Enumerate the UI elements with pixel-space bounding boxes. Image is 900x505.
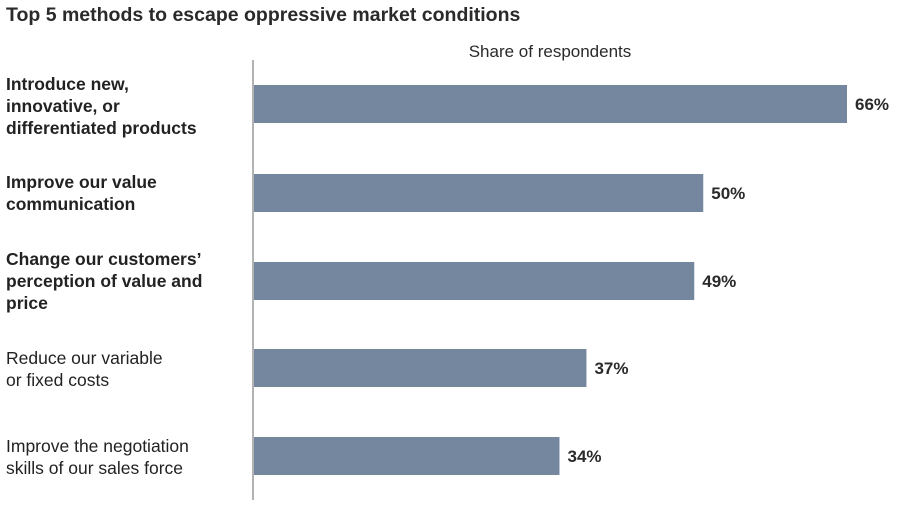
value-label-1: 50% — [711, 184, 745, 203]
bar-0 — [254, 85, 847, 123]
bar-4 — [254, 437, 560, 475]
x-axis-label: Share of respondents — [468, 42, 632, 61]
value-label-4: 34% — [567, 447, 601, 466]
chart-title: Top 5 methods to escape oppressive marke… — [6, 4, 521, 26]
category-label-1: Improve our value communication — [6, 172, 157, 214]
value-label-2: 49% — [702, 272, 736, 291]
category-label-0: Introduce new, innovative, or differenti… — [6, 74, 197, 138]
bar-3 — [254, 349, 587, 387]
value-label-3: 37% — [594, 359, 628, 378]
bar-2 — [254, 262, 695, 300]
category-label-3: Reduce our variable or fixed costs — [6, 348, 163, 390]
category-label-2: Change our customers’ perception of valu… — [6, 249, 203, 313]
value-label-0: 66% — [855, 95, 889, 114]
bar-1 — [254, 174, 704, 212]
category-label-4: Improve the negotiation skills of our sa… — [6, 436, 189, 478]
